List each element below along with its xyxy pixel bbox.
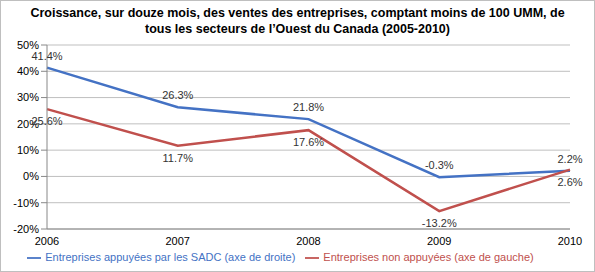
svg-text:10%: 10% xyxy=(17,144,39,156)
svg-text:2007: 2007 xyxy=(166,235,190,247)
svg-text:26.3%: 26.3% xyxy=(162,89,193,101)
svg-text:0%: 0% xyxy=(23,170,39,182)
svg-text:2010: 2010 xyxy=(558,235,582,247)
svg-text:-13.2%: -13.2% xyxy=(422,217,457,229)
svg-text:-10%: -10% xyxy=(13,197,39,209)
html-text:Entreprises non appuyées (axe: Entreprises non appuyées (axe de gauche) xyxy=(323,251,534,263)
svg-text:2008: 2008 xyxy=(296,235,320,247)
svg-text:2.6%: 2.6% xyxy=(557,176,582,188)
svg-text:40%: 40% xyxy=(17,65,39,77)
svg-text:41.4%: 41.4% xyxy=(31,50,62,62)
svg-text:-20%: -20% xyxy=(13,223,39,235)
svg-text:25.6%: 25.6% xyxy=(31,115,62,127)
svg-text:2.2%: 2.2% xyxy=(557,153,582,165)
svg-text:20%: 20% xyxy=(17,117,39,130)
svg-text:11.7%: 11.7% xyxy=(163,152,194,164)
html-text:Entreprises appuyées par les S: Entreprises appuyées par les SADC (axe d… xyxy=(45,251,296,263)
html-text:Croissance, sur douze mois, de: Croissance, sur douze mois, des ventes d… xyxy=(30,6,565,36)
svg-text:17.6%: 17.6% xyxy=(293,136,324,148)
svg-text:21.8%: 21.8% xyxy=(293,101,324,113)
svg-text:30%: 30% xyxy=(17,91,39,103)
svg-text:2009: 2009 xyxy=(427,235,451,247)
svg-text:2006: 2006 xyxy=(35,235,59,247)
svg-text:-0.3%: -0.3% xyxy=(425,159,454,171)
